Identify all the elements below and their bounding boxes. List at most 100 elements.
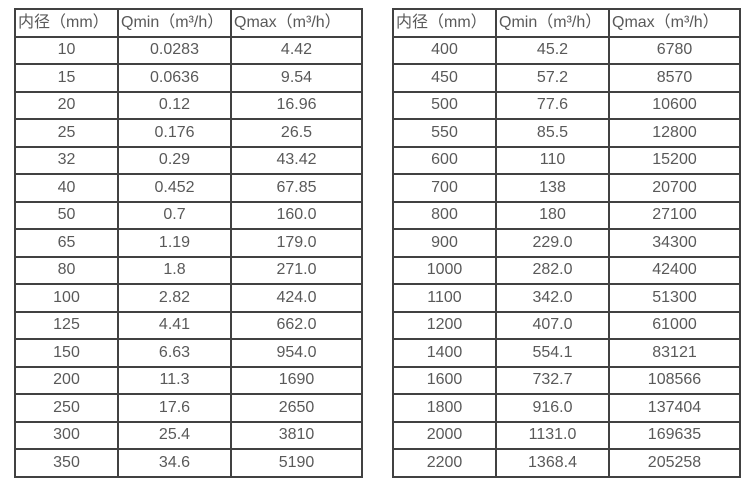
cell-qmax: 67.85 (230, 173, 363, 203)
cell-qmax: 20700 (608, 173, 741, 203)
cell-qmin: 554.1 (495, 338, 610, 368)
cell-inner-diameter: 100 (14, 283, 119, 313)
table-row: 600 110 15200 (392, 145, 741, 175)
cell-qmin: 11.3 (117, 365, 232, 395)
cell-qmax: 160.0 (230, 200, 363, 230)
cell-qmin: 77.6 (495, 90, 610, 120)
cell-qmin: 732.7 (495, 365, 610, 395)
header-qmax: Qmax（m³/h） (608, 8, 741, 38)
table-row: 450 57.2 8570 (392, 63, 741, 93)
cell-qmax: 271.0 (230, 255, 363, 285)
cell-qmin: 25.4 (117, 420, 232, 450)
cell-inner-diameter: 550 (392, 118, 497, 148)
cell-qmax: 1690 (230, 365, 363, 395)
cell-qmin: 0.176 (117, 118, 232, 148)
cell-qmax: 662.0 (230, 310, 363, 340)
cell-qmin: 0.12 (117, 90, 232, 120)
flow-table-large-diameter: 内径（mm） Qmin（m³/h） Qmax（m³/h） 400 45.2 6780… (392, 8, 741, 478)
cell-qmax: 5190 (230, 448, 363, 478)
table-body: 400 45.2 6780 450 57.2 8570 500 77.6 10600 550 85.… (392, 35, 741, 478)
cell-inner-diameter: 1000 (392, 255, 497, 285)
header-row: 内径（mm） Qmin（m³/h） Qmax（m³/h） (14, 8, 363, 38)
cell-inner-diameter: 65 (14, 228, 119, 258)
table-row: 250 17.6 2650 (14, 393, 363, 423)
cell-qmax: 34300 (608, 228, 741, 258)
table-row: 2200 1368.4 205258 (392, 448, 741, 478)
cell-qmin: 45.2 (495, 35, 610, 65)
header-qmin: Qmin（m³/h） (117, 8, 232, 38)
table-row: 10 0.0283 4.42 (14, 35, 363, 65)
header-inner-diameter: 内径（mm） (14, 8, 119, 38)
table-row: 1200 407.0 61000 (392, 310, 741, 340)
cell-qmin: 282.0 (495, 255, 610, 285)
cell-qmax: 954.0 (230, 338, 363, 368)
cell-inner-diameter: 600 (392, 145, 497, 175)
table-row: 800 180 27100 (392, 200, 741, 230)
cell-qmax: 169635 (608, 420, 741, 450)
cell-inner-diameter: 125 (14, 310, 119, 340)
cell-inner-diameter: 700 (392, 173, 497, 203)
cell-qmax: 42400 (608, 255, 741, 285)
cell-qmax: 424.0 (230, 283, 363, 313)
table-row: 50 0.7 160.0 (14, 200, 363, 230)
cell-inner-diameter: 10 (14, 35, 119, 65)
cell-inner-diameter: 2200 (392, 448, 497, 478)
cell-inner-diameter: 400 (392, 35, 497, 65)
cell-qmax: 12800 (608, 118, 741, 148)
cell-inner-diameter: 2000 (392, 420, 497, 450)
table-row: 1400 554.1 83121 (392, 338, 741, 368)
cell-qmin: 110 (495, 145, 610, 175)
cell-inner-diameter: 40 (14, 173, 119, 203)
cell-qmax: 3810 (230, 420, 363, 450)
header-qmax: Qmax（m³/h） (230, 8, 363, 38)
cell-inner-diameter: 1100 (392, 283, 497, 313)
cell-qmax: 10600 (608, 90, 741, 120)
cell-qmin: 0.29 (117, 145, 232, 175)
cell-qmin: 229.0 (495, 228, 610, 258)
cell-qmax: 51300 (608, 283, 741, 313)
cell-qmax: 6780 (608, 35, 741, 65)
cell-inner-diameter: 15 (14, 63, 119, 93)
cell-qmax: 179.0 (230, 228, 363, 258)
cell-qmin: 17.6 (117, 393, 232, 423)
table-row: 40 0.452 67.85 (14, 173, 363, 203)
table-row: 1000 282.0 42400 (392, 255, 741, 285)
flow-table-small-diameter: 内径（mm） Qmin（m³/h） Qmax（m³/h） 10 0.0283 4.4… (14, 8, 363, 478)
header-qmin: Qmin（m³/h） (495, 8, 610, 38)
cell-qmin: 57.2 (495, 63, 610, 93)
cell-qmin: 6.63 (117, 338, 232, 368)
table-row: 150 6.63 954.0 (14, 338, 363, 368)
table-row: 100 2.82 424.0 (14, 283, 363, 313)
cell-inner-diameter: 20 (14, 90, 119, 120)
table-row: 1100 342.0 51300 (392, 283, 741, 313)
cell-qmin: 85.5 (495, 118, 610, 148)
cell-qmax: 4.42 (230, 35, 363, 65)
cell-inner-diameter: 50 (14, 200, 119, 230)
cell-qmin: 1.19 (117, 228, 232, 258)
cell-inner-diameter: 450 (392, 63, 497, 93)
cell-qmin: 916.0 (495, 393, 610, 423)
table-row: 125 4.41 662.0 (14, 310, 363, 340)
cell-qmax: 61000 (608, 310, 741, 340)
cell-qmax: 9.54 (230, 63, 363, 93)
header-row: 内径（mm） Qmin（m³/h） Qmax（m³/h） (392, 8, 741, 38)
table-row: 1600 732.7 108566 (392, 365, 741, 395)
header-inner-diameter: 内径（mm） (392, 8, 497, 38)
table-row: 700 138 20700 (392, 173, 741, 203)
cell-qmin: 180 (495, 200, 610, 230)
cell-qmin: 0.452 (117, 173, 232, 203)
cell-qmin: 4.41 (117, 310, 232, 340)
cell-inner-diameter: 80 (14, 255, 119, 285)
cell-qmax: 108566 (608, 365, 741, 395)
cell-qmin: 1.8 (117, 255, 232, 285)
table-row: 900 229.0 34300 (392, 228, 741, 258)
cell-qmax: 205258 (608, 448, 741, 478)
cell-inner-diameter: 800 (392, 200, 497, 230)
cell-qmin: 1131.0 (495, 420, 610, 450)
cell-qmax: 137404 (608, 393, 741, 423)
table-row: 400 45.2 6780 (392, 35, 741, 65)
table-row: 2000 1131.0 169635 (392, 420, 741, 450)
cell-qmin: 0.0636 (117, 63, 232, 93)
table-row: 80 1.8 271.0 (14, 255, 363, 285)
